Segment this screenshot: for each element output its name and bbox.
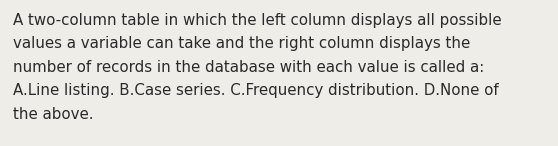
Text: the above.: the above. (13, 107, 94, 122)
Text: A.Line listing. B.Case series. C.Frequency distribution. D.None of: A.Line listing. B.Case series. C.Frequen… (13, 84, 499, 99)
Text: values a variable can take and the right column displays the: values a variable can take and the right… (13, 36, 470, 52)
Text: number of records in the database with each value is called a:: number of records in the database with e… (13, 60, 484, 75)
Text: A two-column table in which the left column displays all possible: A two-column table in which the left col… (13, 13, 502, 28)
